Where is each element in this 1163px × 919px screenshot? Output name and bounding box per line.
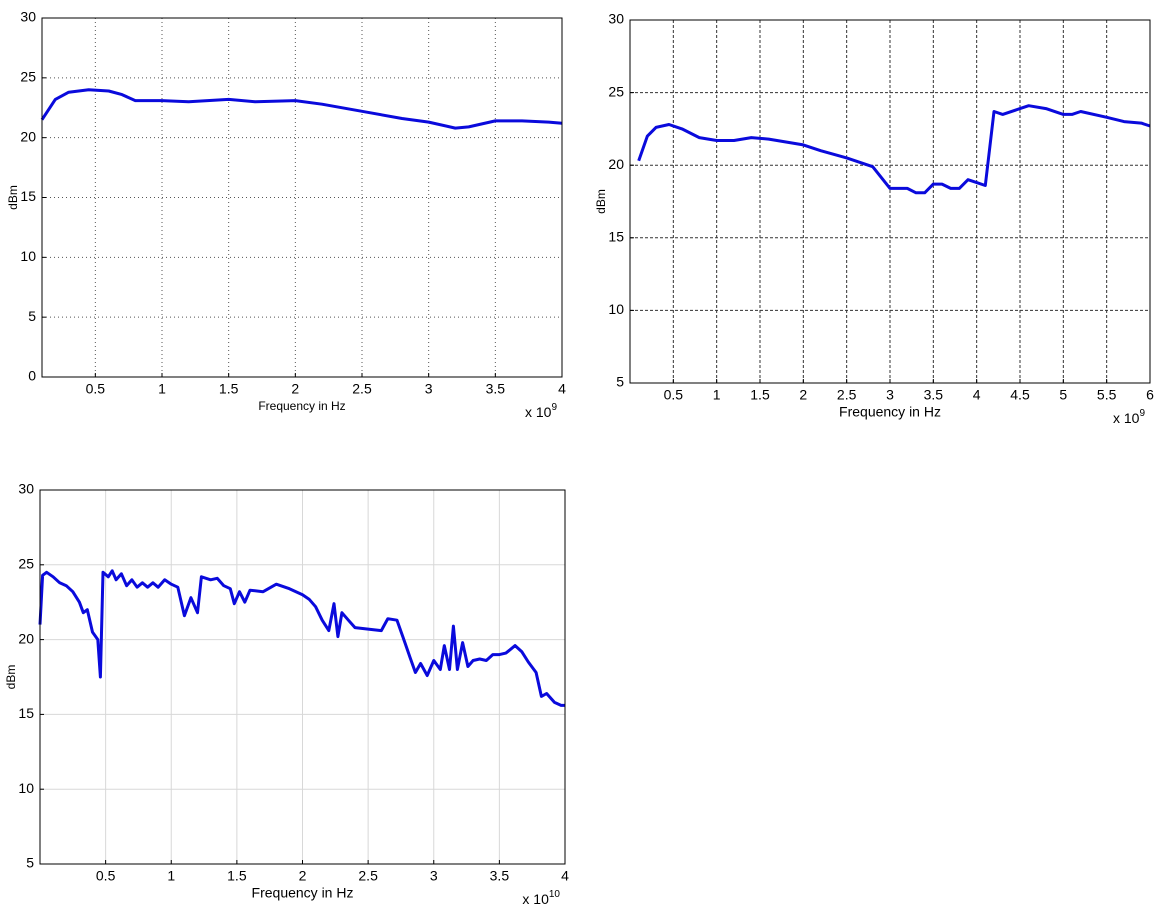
x-tick-label: 1.5 (750, 387, 770, 403)
x-scale-exponent: 9 (551, 402, 557, 413)
x-tick-label: 3.5 (486, 381, 506, 397)
x-tick-label: 2 (291, 381, 299, 397)
y-tick-label: 5 (616, 374, 624, 390)
x-tick-label: 4 (561, 868, 569, 884)
y-tick-label: 15 (18, 705, 34, 721)
x-tick-label: 5 (1059, 387, 1067, 403)
y-tick-label: 10 (18, 780, 34, 796)
x-tick-label: 6 (1146, 387, 1154, 403)
x-scale-label: x 1010 (522, 889, 560, 907)
y-axis-label: dBm (4, 665, 18, 690)
x-tick-label: 4 (558, 381, 566, 397)
x-tick-label: 4 (973, 387, 981, 403)
y-tick-label: 25 (608, 83, 624, 99)
x-scale-base: x 10 (525, 404, 552, 420)
y-tick-label: 10 (20, 248, 36, 264)
data-line (637, 104, 1151, 195)
data-line (40, 88, 563, 130)
x-axis-label: Frequency in Hz (258, 399, 345, 413)
axes-frame (41, 17, 563, 378)
axes-frame (39, 489, 566, 865)
x-tick-label: 3 (886, 387, 894, 403)
x-tick-label: 5.5 (1097, 387, 1117, 403)
x-tick-label: 1.5 (227, 868, 247, 884)
y-tick-label: 0 (28, 368, 36, 384)
y-tick-label: 25 (18, 556, 34, 572)
x-tick-label: 2.5 (352, 381, 372, 397)
y-tick-label: 20 (20, 128, 36, 144)
x-tick-label: 0.5 (86, 381, 106, 397)
x-tick-label: 2 (799, 387, 807, 403)
x-tick-label: 2 (299, 868, 307, 884)
y-tick-label: 30 (608, 11, 624, 27)
x-tick-label: 3.5 (924, 387, 944, 403)
x-tick-label: 0.5 (664, 387, 684, 403)
x-tick-label: 1 (713, 387, 721, 403)
x-tick-label: 1.5 (219, 381, 239, 397)
y-tick-label: 5 (28, 308, 36, 324)
y-tick-label: 10 (608, 301, 624, 317)
x-axis-label: Frequency in Hz (252, 885, 354, 901)
axes-frame (629, 19, 1151, 384)
x-scale-base: x 10 (522, 891, 549, 907)
x-scale-exponent: 10 (549, 889, 561, 900)
y-tick-label: 15 (608, 229, 624, 245)
x-scale-base: x 10 (1113, 410, 1140, 426)
y-tick-label: 5 (26, 855, 34, 871)
x-tick-label: 2.5 (358, 868, 378, 884)
y-tick-label: 25 (20, 69, 36, 85)
y-tick-label: 15 (20, 188, 36, 204)
y-tick-label: 20 (18, 630, 34, 646)
x-scale-label: x 109 (1113, 408, 1145, 426)
x-tick-label: 4.5 (1010, 387, 1030, 403)
x-axis-label: Frequency in Hz (839, 404, 941, 420)
x-tick-label: 3.5 (490, 868, 510, 884)
x-scale-label: x 109 (525, 402, 557, 420)
y-axis-label: dBm (594, 189, 608, 214)
x-tick-label: 3 (430, 868, 438, 884)
x-scale-exponent: 9 (1139, 408, 1145, 419)
x-tick-label: 1 (158, 381, 166, 397)
x-tick-label: 3 (425, 381, 433, 397)
data-line (38, 569, 565, 707)
y-tick-label: 30 (20, 9, 36, 25)
x-tick-label: 0.5 (96, 868, 116, 884)
y-tick-label: 30 (18, 481, 34, 497)
x-tick-label: 1 (167, 868, 175, 884)
x-tick-label: 2.5 (837, 387, 857, 403)
y-axis-label: dBm (6, 185, 20, 210)
y-tick-label: 20 (608, 156, 624, 172)
